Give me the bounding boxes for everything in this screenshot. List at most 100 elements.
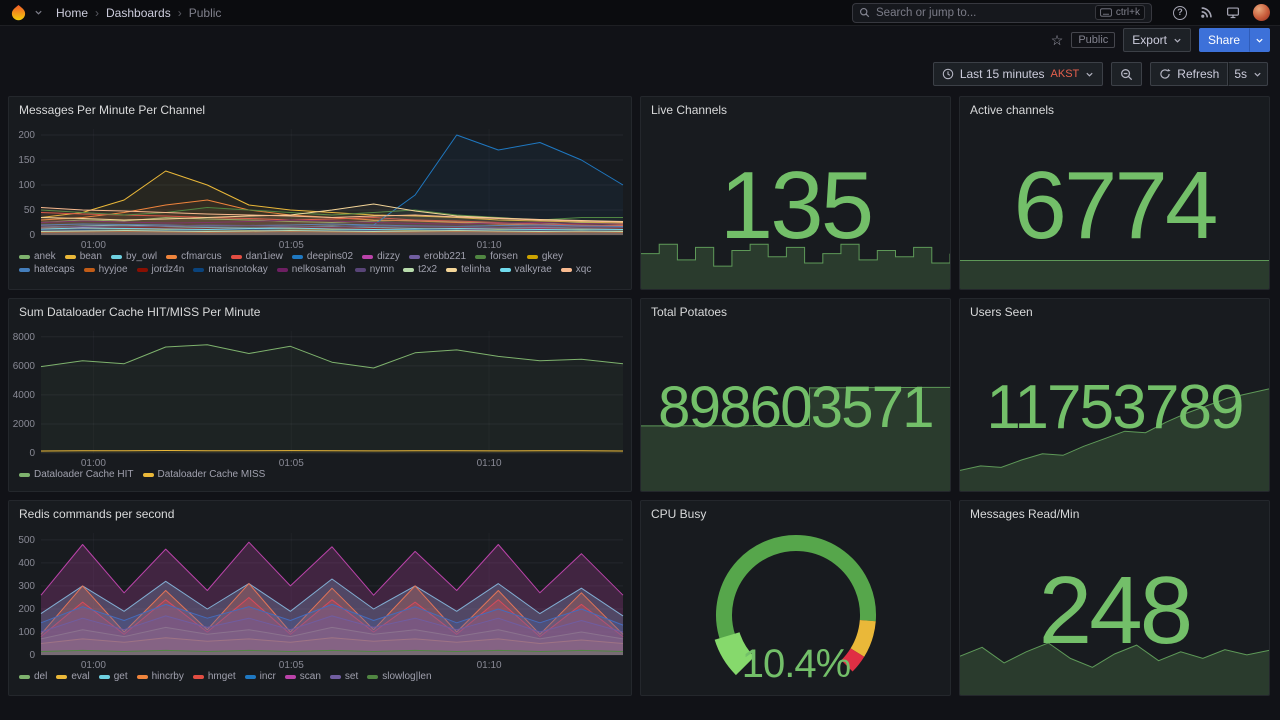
zoom-out-button[interactable] [1111, 62, 1143, 86]
time-range-picker[interactable]: Last 15 minutes AKST [932, 62, 1104, 86]
legend-label: gkey [541, 251, 564, 262]
legend-item-nymn[interactable]: nymn [354, 264, 394, 275]
legend-item-jordz4n[interactable]: jordz4n [136, 264, 184, 275]
legend-item-marisnotokay[interactable]: marisnotokay [193, 264, 268, 275]
svg-text:8000: 8000 [13, 332, 36, 343]
legend-item-by_owl[interactable]: by_owl [110, 251, 157, 262]
live-channels-sparkline [641, 243, 950, 289]
legend-item-dan1iew[interactable]: dan1iew [230, 251, 283, 262]
legend-swatch-icon [19, 267, 30, 272]
panel-title[interactable]: Redis commands per second [19, 507, 175, 521]
legend-item-forsen[interactable]: forsen [475, 251, 518, 262]
legend-item-valkyrae[interactable]: valkyrae [499, 264, 552, 275]
legend-swatch-icon [560, 267, 572, 272]
chevron-down-icon[interactable] [34, 8, 43, 17]
legend-item-deepins02[interactable]: deepins02 [291, 251, 354, 262]
legend-item-Dataloader Cache MISS[interactable]: Dataloader Cache MISS [142, 469, 265, 480]
svg-text:400: 400 [18, 558, 35, 569]
panel-messages-read: Messages Read/Min 248 [959, 500, 1270, 696]
legend-item-xqc[interactable]: xqc [560, 264, 591, 275]
chevron-down-icon [1255, 36, 1264, 45]
redis-time-series-chart[interactable]: 0 100 200 300 400 500 01:00 01:05 01:10 [9, 527, 631, 671]
svg-text:01:05: 01:05 [279, 240, 304, 251]
grafana-flame-icon [11, 4, 26, 21]
legend-item-t2x2[interactable]: t2x2 [403, 264, 437, 275]
refresh-interval-dropdown[interactable]: 5s [1228, 62, 1268, 86]
grafana-logo[interactable] [10, 4, 27, 21]
legend-item-hmget[interactable]: hmget [192, 671, 236, 682]
legend-item-cfmarcus[interactable]: cfmarcus [166, 251, 222, 262]
legend-label: hmget [207, 671, 236, 682]
legend-item-gkey[interactable]: gkey [526, 251, 564, 262]
star-favorite-icon[interactable]: ☆ [1050, 32, 1064, 48]
refresh-button[interactable]: Refresh [1150, 62, 1229, 86]
legend-item-hincrby[interactable]: hincrby [136, 671, 184, 682]
legend-label: t2x2 [418, 264, 438, 275]
export-button[interactable]: Export [1123, 28, 1191, 52]
legend-swatch-icon [362, 254, 374, 259]
panel-title[interactable]: Active channels [970, 103, 1055, 117]
user-avatar[interactable] [1253, 4, 1270, 21]
legend-item-erobb221[interactable]: erobb221 [408, 251, 466, 262]
legend-item-del[interactable]: del [19, 671, 47, 682]
share-button[interactable]: Share [1198, 28, 1249, 52]
help-icon[interactable]: ? [1173, 5, 1187, 20]
legend-item-anek[interactable]: anek [19, 251, 56, 262]
legend-swatch-icon [329, 674, 341, 679]
legend-swatch-icon [446, 267, 458, 272]
svg-text:0: 0 [29, 448, 35, 459]
panel-title[interactable]: Sum Dataloader Cache HIT/MISS Per Minute [19, 305, 261, 319]
legend-item-slowlog|len[interactable]: slowlog|len [367, 671, 432, 682]
svg-text:10.4%: 10.4% [741, 642, 850, 686]
panel-title[interactable]: Messages Per Minute Per Channel [19, 103, 206, 117]
legend-swatch-icon [19, 674, 30, 679]
svg-text:01:10: 01:10 [477, 240, 502, 251]
legend-item-incr[interactable]: incr [244, 671, 276, 682]
nav-icons: ? [1173, 4, 1270, 21]
legend-item-set[interactable]: set [329, 671, 358, 682]
panel-title[interactable]: Messages Read/Min [970, 507, 1080, 521]
svg-text:50: 50 [24, 205, 36, 216]
svg-text:500: 500 [18, 535, 35, 546]
search-input[interactable]: Search or jump to... ctrl+k [852, 2, 1152, 23]
legend-item-Dataloader Cache HIT[interactable]: Dataloader Cache HIT [19, 469, 134, 480]
panel-title[interactable]: Users Seen [970, 305, 1033, 319]
svg-text:6000: 6000 [13, 361, 36, 372]
svg-text:300: 300 [18, 581, 35, 592]
dataloader-time-series-chart[interactable]: 0 2000 4000 6000 8000 01:00 01:05 01:10 [9, 325, 631, 469]
breadcrumb-dashboards[interactable]: Dashboards [106, 5, 171, 20]
legend-item-nelkosamah[interactable]: nelkosamah [276, 264, 346, 275]
legend-label: hyyjoe [98, 264, 128, 275]
legend-item-eval[interactable]: eval [56, 671, 90, 682]
legend-item-dizzy[interactable]: dizzy [362, 251, 400, 262]
stat-value: 6774 [1013, 152, 1218, 259]
breadcrumb-home[interactable]: Home [56, 5, 89, 20]
legend-swatch-icon [136, 674, 148, 679]
breadcrumb-public[interactable]: Public [188, 5, 222, 20]
messages-legend: anek bean by_owl cfmarcus dan1iew deepins02 di… [9, 251, 631, 279]
legend-item-telinha[interactable]: telinha [446, 264, 491, 275]
display-monitor-icon[interactable] [1226, 6, 1240, 19]
panel-title[interactable]: CPU Busy [651, 507, 707, 521]
svg-text:0: 0 [29, 650, 35, 661]
legend-item-hatecaps[interactable]: hatecaps [19, 264, 75, 275]
legend-swatch-icon [403, 267, 415, 272]
legend-label: cfmarcus [181, 251, 222, 262]
breadcrumb-separator: › [95, 5, 100, 20]
legend-item-hyyjoe[interactable]: hyyjoe [83, 264, 128, 275]
messages-time-series-chart[interactable]: 0 50 100 150 200 01:00 01:05 01:10 [9, 123, 631, 251]
legend-swatch-icon [276, 267, 288, 272]
legend-swatch-icon [136, 267, 148, 272]
news-rss-icon[interactable] [1200, 6, 1213, 19]
panel-title[interactable]: Live Channels [651, 103, 728, 117]
legend-item-scan[interactable]: scan [284, 671, 321, 682]
legend-swatch-icon [142, 472, 154, 477]
search-placeholder: Search or jump to... [876, 6, 977, 19]
legend-item-bean[interactable]: bean [64, 251, 102, 262]
legend-label: deepins02 [306, 251, 354, 262]
zoom-out-icon [1120, 68, 1133, 81]
share-menu-caret[interactable] [1249, 28, 1270, 52]
panel-title[interactable]: Total Potatoes [651, 305, 728, 319]
legend-item-get[interactable]: get [98, 671, 128, 682]
legend-label: forsen [490, 251, 518, 262]
